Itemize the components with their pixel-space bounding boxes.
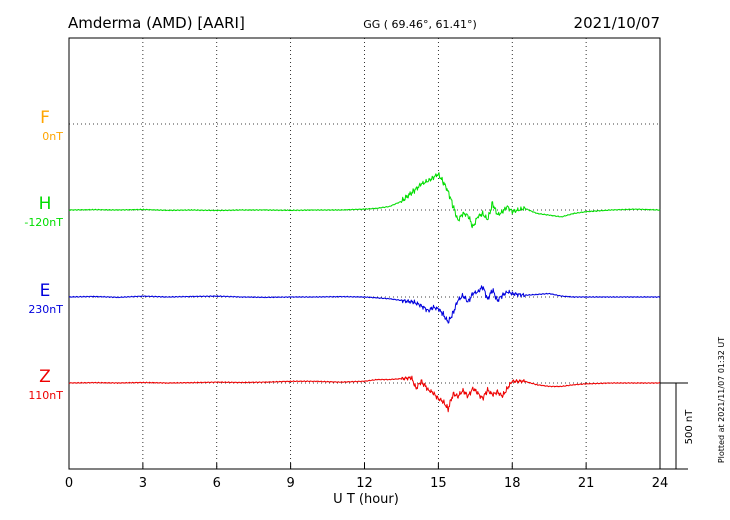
x-tick-label: 9	[286, 476, 294, 491]
series-name-e: E	[40, 281, 51, 301]
x-ticks: 0 3 6 9 12 15 18 21 24	[65, 463, 668, 491]
date-label: 2021/10/07	[574, 14, 660, 32]
x-tick-label: 12	[356, 476, 373, 491]
series-group	[68, 172, 661, 413]
plotted-timestamp: Plotted at 2021/11/07 01:32 UT	[717, 337, 726, 463]
series-offset-e: 230nT	[28, 303, 63, 316]
grid	[68, 37, 661, 470]
x-tick-label: 24	[652, 476, 669, 491]
x-axis-label: U T (hour)	[333, 492, 399, 507]
series-line-e	[68, 285, 661, 324]
x-tick-label: 3	[139, 476, 147, 491]
series-name-h: H	[39, 194, 52, 214]
scale-bar-label: 500 nT	[684, 409, 695, 445]
series-line-h	[68, 172, 661, 229]
series-offset-f: 0nT	[42, 130, 63, 143]
series-offset-h: -120nT	[24, 216, 63, 229]
series-name-f: F	[40, 108, 50, 128]
scale-bar	[660, 382, 688, 470]
x-tick-label: 0	[65, 476, 73, 491]
series-name-z: Z	[39, 367, 51, 387]
series-line-z	[68, 375, 661, 413]
x-tick-label: 21	[578, 476, 595, 491]
station-title: Amderma (AMD) [AARI]	[68, 14, 245, 32]
x-tick-label: 15	[430, 476, 447, 491]
geo-coordinates: GG ( 69.46°, 61.41°)	[363, 18, 477, 31]
series-offset-z: 110nT	[28, 389, 63, 402]
x-tick-label: 18	[504, 476, 521, 491]
x-tick-label: 6	[213, 476, 221, 491]
series-labels: F 0nT H -120nT E 230nT Z 110nT	[24, 108, 63, 402]
